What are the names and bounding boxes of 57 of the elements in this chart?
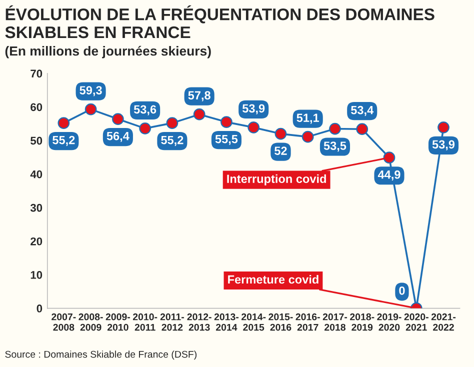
point xyxy=(58,117,70,129)
x-tick-label: 2020- 2021 xyxy=(404,313,428,331)
x-tick-label: 2021- 2022 xyxy=(431,313,456,331)
point xyxy=(438,121,450,134)
x-tick-label: 2013- 2014 xyxy=(214,313,239,331)
point xyxy=(248,121,260,134)
x-tick-label: 2015- 2016 xyxy=(268,313,293,331)
annotation: Fermeture covid xyxy=(228,275,318,284)
y-tick-label: 20 xyxy=(30,237,42,246)
y-tick-label: 70 xyxy=(30,70,42,78)
point xyxy=(84,103,97,116)
x-tick-label: 2009- 2010 xyxy=(106,313,130,331)
annotation: Interruption covid xyxy=(227,174,326,186)
point xyxy=(220,116,232,128)
point xyxy=(166,117,178,129)
x-tick-label: 2019- 2020 xyxy=(377,313,402,331)
x-tick-label: 2018- 2019 xyxy=(350,313,374,331)
data-label: 56,4 xyxy=(106,132,130,142)
point xyxy=(329,122,341,135)
data-label: 55,2 xyxy=(52,136,75,146)
data-label: 53,6 xyxy=(134,105,156,116)
y-tick-label: 60 xyxy=(30,103,42,112)
data-label: 0 xyxy=(399,286,405,295)
data-label: 51,1 xyxy=(296,114,320,124)
x-tick-label: 2011- 2012 xyxy=(160,313,184,331)
chart-title: ÉVOLUTION DE LA FRÉQUENTATION DES DOMAINES SKIABLES EN FRANCE xyxy=(5,5,434,38)
data-label: 55,2 xyxy=(161,136,184,146)
data-label: 59,3 xyxy=(80,86,102,96)
data-label: 44,9 xyxy=(378,170,400,181)
chart-subtitle: (En millions de journées skieurs) xyxy=(5,46,211,58)
x-tick-label: 2016- 2017 xyxy=(296,313,320,331)
y-tick-label: 40 xyxy=(30,170,42,178)
point xyxy=(139,122,152,134)
point xyxy=(193,108,206,120)
y-tick-label: 30 xyxy=(30,204,42,212)
point xyxy=(302,130,314,143)
x-tick-label: 2014- 2015 xyxy=(241,313,266,331)
point xyxy=(356,123,368,136)
data-label: 55,5 xyxy=(215,134,238,145)
data-label: 53,9 xyxy=(432,140,455,150)
x-tick-label: 2008- 2009 xyxy=(78,313,103,331)
y-tick-label: 0 xyxy=(36,304,42,312)
data-label: 52 xyxy=(274,146,287,155)
y-tick-label: 50 xyxy=(30,136,42,145)
source-note: Source : Domaines Skiable de France (DSF) xyxy=(5,350,196,360)
x-tick-label: 2007- 2008 xyxy=(52,313,76,331)
y-tick-label: 10 xyxy=(30,270,42,279)
x-tick-label: 2012- 2013 xyxy=(187,313,212,331)
point xyxy=(274,128,287,140)
data-label: 53,4 xyxy=(350,106,374,116)
x-tick-label: 2017- 2018 xyxy=(322,313,348,331)
point xyxy=(383,152,396,164)
data-label: 53,5 xyxy=(324,142,346,152)
data-label: 53,9 xyxy=(242,104,265,114)
data-label: 57,8 xyxy=(188,91,210,102)
point xyxy=(112,113,124,125)
x-tick-label: 2010- 2011 xyxy=(132,313,158,331)
